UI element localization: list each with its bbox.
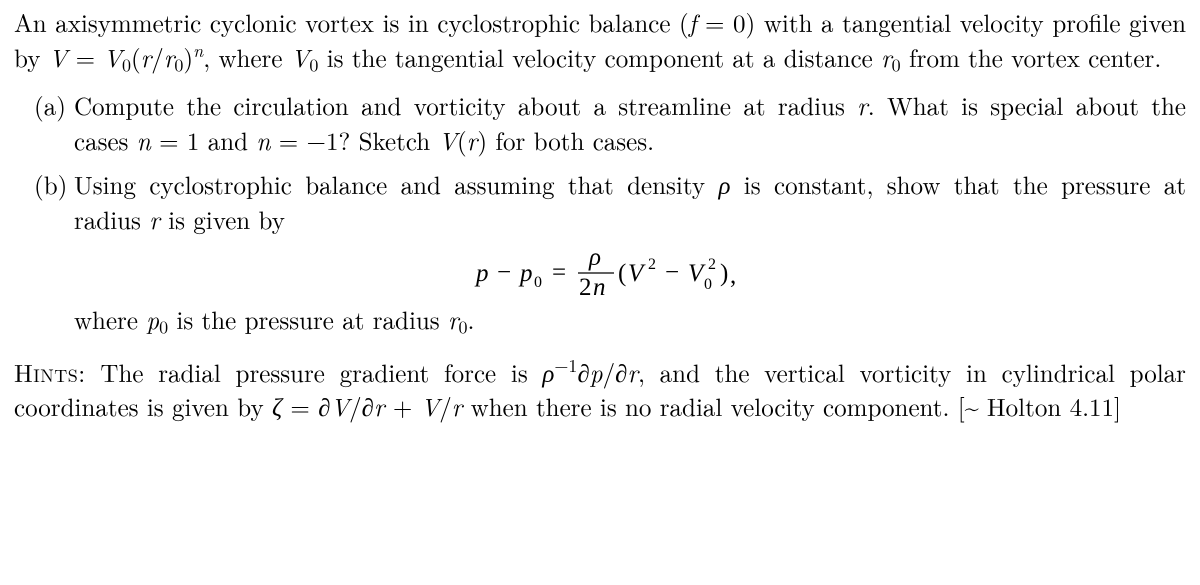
svg-text:p: p bbox=[474, 260, 489, 287]
part-b-followup: where p0 is the pressure at radius r0. bbox=[74, 302, 474, 337]
svg-text:n: n bbox=[593, 274, 606, 301]
display-equation: p − p 0 = ρ 2 n ( bbox=[74, 243, 1186, 301]
svg-text:V: V bbox=[628, 260, 646, 287]
part-b-text: Using cyclostrophic balance and assuming… bbox=[74, 167, 1186, 237]
svg-text:p: p bbox=[518, 260, 533, 287]
svg-text:0: 0 bbox=[534, 274, 542, 291]
svg-text:2: 2 bbox=[579, 274, 592, 301]
part-b-marker: (b) bbox=[34, 168, 67, 203]
part-a: (a) Compute the circulation and vorticit… bbox=[34, 89, 1186, 158]
svg-text:ρ: ρ bbox=[588, 244, 601, 271]
part-a-marker: (a) bbox=[34, 89, 66, 124]
hints-text: The radial pressure gradient force is ρ−… bbox=[14, 355, 1186, 425]
parts-list: (a) Compute the circulation and vorticit… bbox=[14, 89, 1186, 338]
hints-label: Hints: bbox=[14, 355, 86, 390]
svg-text:): ) bbox=[720, 260, 728, 287]
svg-text:(: ( bbox=[618, 260, 626, 287]
part-b: (b) Using cyclostrophic balance and assu… bbox=[34, 168, 1186, 338]
svg-text:2: 2 bbox=[708, 256, 716, 273]
svg-text:−: − bbox=[497, 259, 511, 286]
problem-intro: An axisymmetric cyclonic vortex is in cy… bbox=[14, 6, 1186, 75]
svg-text:0: 0 bbox=[704, 276, 712, 293]
hints-paragraph: Hints: The radial pressure gradient forc… bbox=[14, 356, 1186, 425]
svg-text:2: 2 bbox=[648, 256, 656, 273]
svg-text:,: , bbox=[730, 262, 736, 289]
part-a-text: Compute the circulation and vorticity ab… bbox=[74, 88, 1186, 158]
svg-text:−: − bbox=[665, 259, 679, 286]
svg-text:=: = bbox=[552, 259, 566, 286]
